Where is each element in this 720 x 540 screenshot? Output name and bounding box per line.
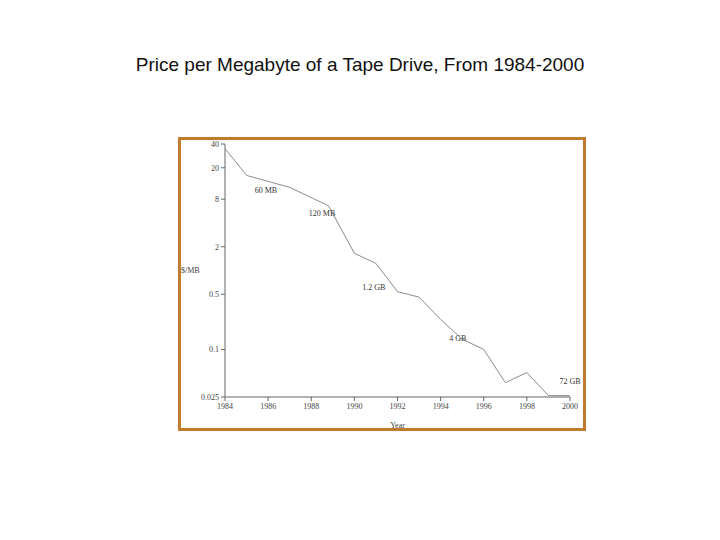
svg-text:0.5: 0.5 <box>209 290 219 299</box>
svg-text:0.025: 0.025 <box>201 393 219 402</box>
svg-text:20: 20 <box>211 164 219 173</box>
svg-text:1988: 1988 <box>303 402 319 411</box>
svg-text:2: 2 <box>215 243 219 252</box>
svg-text:1998: 1998 <box>519 402 535 411</box>
html-text:Price per Megabyte of a Tape D: Price per Megabyte of a Tape Drive, From… <box>135 54 585 75</box>
svg-text:8: 8 <box>215 195 219 204</box>
svg-text:40: 40 <box>211 140 219 149</box>
svg-text:1990: 1990 <box>346 402 362 411</box>
svg-text:1.2 GB: 1.2 GB <box>362 283 385 292</box>
svg-text:120 MB: 120 MB <box>309 209 335 218</box>
svg-text:1996: 1996 <box>476 402 492 411</box>
svg-text:1992: 1992 <box>390 402 406 411</box>
svg-text:4 GB: 4 GB <box>449 334 466 343</box>
svg-text:$/MB: $/MB <box>181 266 200 275</box>
svg-text:1994: 1994 <box>433 402 449 411</box>
svg-text:72 GB: 72 GB <box>559 377 580 386</box>
svg-text:60 MB: 60 MB <box>255 186 277 195</box>
svg-text:0.1: 0.1 <box>209 345 219 354</box>
svg-text:1986: 1986 <box>260 402 276 411</box>
svg-text:2000: 2000 <box>562 402 578 411</box>
svg-text:Year: Year <box>390 421 405 428</box>
svg-text:1984: 1984 <box>217 402 233 411</box>
